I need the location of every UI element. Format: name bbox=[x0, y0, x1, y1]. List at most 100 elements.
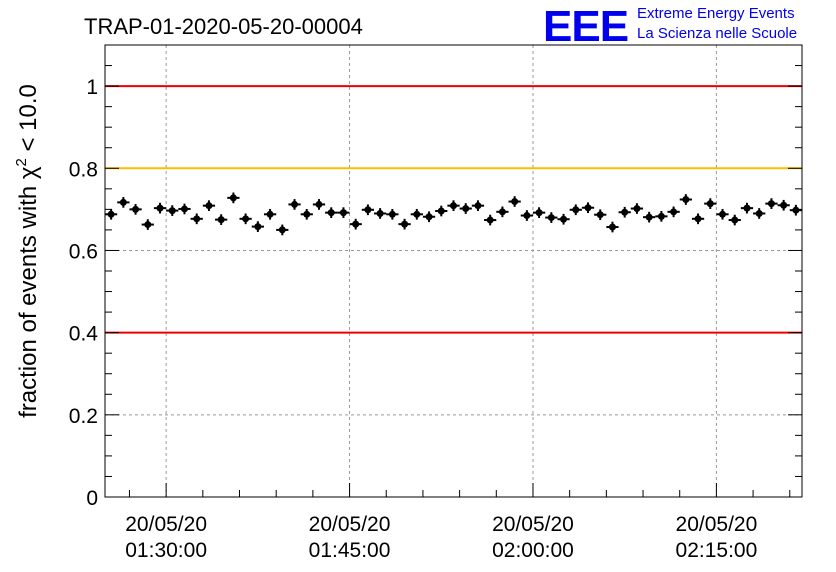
x-tick-labels: 20/05/20 01:30:00 20/05/20 01:45:00 20/05/20… bbox=[125, 513, 757, 562]
y-axis-label-prefix: fraction of events with bbox=[15, 179, 42, 418]
point-marker bbox=[474, 202, 482, 210]
data-point bbox=[215, 214, 228, 225]
data-point bbox=[105, 208, 118, 220]
point-marker bbox=[792, 206, 800, 214]
point-marker bbox=[719, 210, 727, 218]
y-axis-label-suffix: < 10.0 bbox=[15, 84, 42, 158]
point-marker bbox=[254, 223, 262, 231]
point-marker bbox=[193, 215, 201, 223]
data-point bbox=[594, 209, 607, 221]
point-marker bbox=[364, 206, 372, 214]
data-point bbox=[374, 208, 387, 219]
point-marker bbox=[645, 213, 653, 221]
data-point bbox=[728, 214, 741, 226]
y-tick-labels: 0 0.2 0.4 0.6 0.8 1 bbox=[69, 76, 99, 510]
data-point bbox=[349, 218, 362, 230]
y-axis-label: fraction of events with χ2 < 10.0 bbox=[13, 84, 42, 418]
brand-line-2: La Scienza nelle Scuole bbox=[637, 25, 797, 42]
y-tick-label: 0 bbox=[86, 487, 98, 510]
data-point bbox=[190, 213, 203, 225]
point-marker bbox=[352, 220, 360, 228]
data-point bbox=[618, 206, 631, 218]
point-marker bbox=[682, 196, 690, 204]
point-marker bbox=[657, 212, 665, 220]
point-marker bbox=[168, 207, 176, 215]
data-point bbox=[202, 200, 216, 212]
axis-ticks bbox=[105, 44, 802, 498]
point-marker bbox=[229, 194, 237, 202]
point-marker bbox=[560, 215, 568, 223]
data-point bbox=[789, 204, 802, 216]
data-points bbox=[105, 192, 802, 236]
point-marker bbox=[584, 204, 592, 212]
data-point bbox=[484, 214, 497, 226]
data-point bbox=[459, 203, 472, 214]
data-point bbox=[753, 208, 766, 219]
point-marker bbox=[217, 216, 225, 224]
data-point bbox=[386, 208, 399, 220]
x-tick-label-date: 20/05/20 bbox=[676, 513, 758, 536]
data-point bbox=[361, 204, 375, 216]
data-point bbox=[239, 213, 252, 225]
y-tick-label: 0.4 bbox=[69, 323, 99, 346]
data-point bbox=[630, 203, 644, 214]
plot-frame bbox=[104, 44, 803, 498]
point-marker bbox=[621, 208, 629, 216]
x-tick-label-time: 02:00:00 bbox=[492, 539, 574, 562]
data-point bbox=[300, 208, 313, 220]
y-axis-label-chi: χ bbox=[15, 166, 42, 179]
point-marker bbox=[755, 209, 763, 217]
data-point bbox=[691, 213, 705, 225]
point-marker bbox=[670, 208, 678, 216]
data-point bbox=[667, 206, 680, 218]
data-point bbox=[740, 202, 754, 214]
point-marker bbox=[706, 200, 714, 208]
data-point bbox=[325, 207, 338, 218]
x-tick-label-date: 20/05/20 bbox=[492, 513, 574, 536]
data-point bbox=[581, 202, 595, 214]
data-point bbox=[569, 204, 582, 216]
data-point bbox=[398, 218, 411, 230]
point-marker bbox=[156, 204, 164, 212]
data-point bbox=[288, 199, 301, 210]
data-point bbox=[117, 197, 130, 208]
y-tick-label: 0.8 bbox=[69, 158, 98, 181]
x-tick-label-time: 01:45:00 bbox=[309, 539, 391, 562]
data-point bbox=[520, 210, 533, 221]
data-point bbox=[655, 211, 668, 222]
data-point bbox=[606, 221, 619, 233]
point-marker bbox=[547, 214, 555, 222]
point-marker bbox=[767, 200, 775, 208]
point-marker bbox=[511, 198, 519, 206]
point-marker bbox=[107, 210, 115, 218]
data-point bbox=[435, 205, 448, 217]
y-tick-label: 0.6 bbox=[69, 240, 98, 263]
point-marker bbox=[633, 205, 641, 213]
data-point bbox=[276, 224, 289, 236]
point-marker bbox=[498, 208, 506, 216]
point-marker bbox=[119, 198, 127, 206]
x-tick-label-date: 20/05/20 bbox=[309, 513, 391, 536]
point-marker bbox=[572, 206, 580, 214]
data-point bbox=[227, 192, 240, 204]
point-marker bbox=[291, 200, 299, 208]
y-axis-label-sup: 2 bbox=[13, 158, 30, 166]
data-point bbox=[251, 221, 264, 232]
point-marker bbox=[205, 202, 213, 210]
point-marker bbox=[180, 205, 188, 213]
point-marker bbox=[376, 209, 384, 217]
point-marker bbox=[278, 226, 286, 234]
point-marker bbox=[266, 210, 274, 218]
data-point bbox=[777, 199, 790, 211]
data-point bbox=[410, 208, 423, 220]
brand-line-1: Extreme Energy Events bbox=[637, 5, 795, 22]
x-tick-label-time: 01:30:00 bbox=[125, 539, 207, 562]
data-point bbox=[704, 198, 717, 209]
point-marker bbox=[535, 209, 543, 217]
point-marker bbox=[608, 223, 616, 231]
point-marker bbox=[462, 205, 470, 213]
point-marker bbox=[450, 202, 457, 210]
point-marker bbox=[425, 213, 433, 221]
point-marker bbox=[339, 209, 347, 217]
